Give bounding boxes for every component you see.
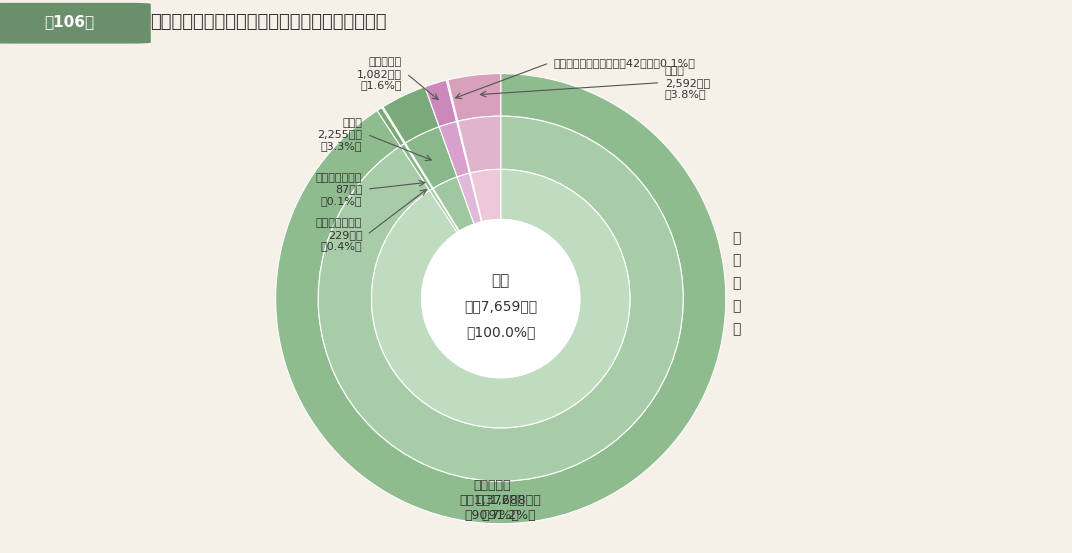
Text: ６兆1,688億円
（91.2%）: ６兆1,688億円 （91.2%） xyxy=(476,494,541,523)
Wedge shape xyxy=(318,116,683,481)
Wedge shape xyxy=(457,173,481,224)
Wedge shape xyxy=(446,80,458,122)
Text: 審査支払手数料
87億円
（0.1%）: 審査支払手数料 87億円 （0.1%） xyxy=(316,173,362,206)
Wedge shape xyxy=(404,143,433,189)
Wedge shape xyxy=(458,116,501,173)
Wedge shape xyxy=(372,169,630,428)
Wedge shape xyxy=(440,122,470,177)
Text: その他
2,592億円
（3.8%）: その他 2,592億円 （3.8%） xyxy=(665,66,710,100)
Text: 介護諸費等
６兆1,372億円
（90.7%）: 介護諸費等 ６兆1,372億円 （90.7%） xyxy=(459,479,525,522)
Wedge shape xyxy=(432,189,460,232)
Wedge shape xyxy=(433,177,474,231)
Wedge shape xyxy=(457,121,471,173)
Wedge shape xyxy=(383,87,440,143)
Wedge shape xyxy=(425,80,457,127)
Circle shape xyxy=(421,220,580,378)
FancyBboxPatch shape xyxy=(0,3,150,43)
Text: 財政安定化基金拠出金　42億円（0.1%）: 財政安定化基金拠出金 42億円（0.1%） xyxy=(554,58,696,68)
Text: 介護保険事業の歳出決算の状況（保険事業勘定）: 介護保険事業の歳出決算の状況（保険事業勘定） xyxy=(150,13,387,31)
Text: 第106図: 第106図 xyxy=(45,14,94,30)
Wedge shape xyxy=(382,107,405,144)
Wedge shape xyxy=(401,144,432,191)
Wedge shape xyxy=(405,127,457,189)
Text: 基金積立金
1,082億円
（1.6%）: 基金積立金 1,082億円 （1.6%） xyxy=(357,57,402,90)
Wedge shape xyxy=(448,74,501,121)
Text: 保
険
給
付
費: 保 険 給 付 費 xyxy=(732,231,741,336)
Text: 歳出: 歳出 xyxy=(492,273,510,288)
Wedge shape xyxy=(471,169,501,222)
Text: （100.0%）: （100.0%） xyxy=(466,325,535,339)
Wedge shape xyxy=(430,189,459,232)
Text: その他の給付費
229億円
（0.4%）: その他の給付費 229億円 （0.4%） xyxy=(316,218,362,252)
Text: 総務費
2,255億円
（3.3%）: 総務費 2,255億円 （3.3%） xyxy=(317,118,362,151)
Text: ６兆7,659億円: ６兆7,659億円 xyxy=(464,299,537,313)
Wedge shape xyxy=(377,107,404,146)
Wedge shape xyxy=(276,74,726,524)
Wedge shape xyxy=(470,173,482,222)
